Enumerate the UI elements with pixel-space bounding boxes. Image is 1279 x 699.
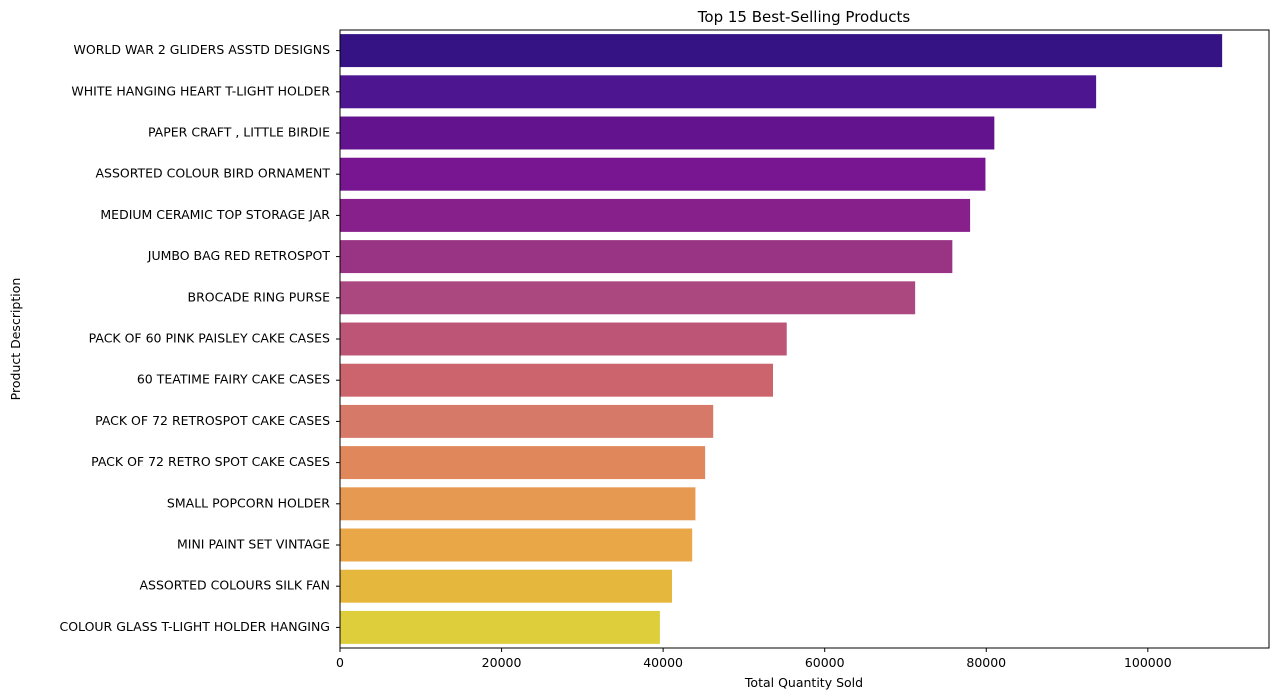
y-tick-label: COLOUR GLASS T-LIGHT HOLDER HANGING xyxy=(59,619,330,634)
y-tick-label: SMALL POPCORN HOLDER xyxy=(167,495,330,510)
bar xyxy=(340,446,706,480)
y-tick-label: BROCADE RING PURSE xyxy=(188,289,331,304)
bar xyxy=(340,240,953,274)
y-tick-label: WORLD WAR 2 GLIDERS ASSTD DESIGNS xyxy=(74,42,331,57)
y-tick-label: PAPER CRAFT , LITTLE BIRDIE xyxy=(148,125,330,140)
x-tick-label: 0 xyxy=(336,655,344,670)
axes-frame xyxy=(339,29,1270,649)
bar xyxy=(340,569,673,603)
y-tick-label: MEDIUM CERAMIC TOP STORAGE JAR xyxy=(100,207,330,222)
bar xyxy=(340,34,1223,68)
y-tick-label: PACK OF 60 PINK PAISLEY CAKE CASES xyxy=(89,331,330,346)
y-axis-title: Product Description xyxy=(8,278,23,401)
bar xyxy=(340,487,696,521)
y-tick-label: WHITE HANGING HEART T-LIGHT HOLDER xyxy=(71,83,330,98)
bar xyxy=(340,116,995,150)
bar xyxy=(340,404,714,438)
plot-frame xyxy=(339,29,1270,649)
x-tick-label: 80000 xyxy=(966,655,1006,670)
y-tick-labels: WORLD WAR 2 GLIDERS ASSTD DESIGNS WHITE H… xyxy=(59,42,340,634)
y-tick-label: JUMBO BAG RED RETROSPOT xyxy=(147,248,331,263)
y-tick-label: PACK OF 72 RETROSPOT CAKE CASES xyxy=(95,413,330,428)
bar xyxy=(340,610,660,644)
y-tick-label: 60 TEATIME FAIRY CAKE CASES xyxy=(137,372,330,387)
bar xyxy=(340,75,1097,109)
bar xyxy=(340,198,971,232)
bar xyxy=(340,157,986,191)
y-tick-label: MINI PAINT SET VINTAGE xyxy=(177,537,330,552)
y-tick-label: ASSORTED COLOURS SILK FAN xyxy=(139,578,330,593)
x-tick-label: 40000 xyxy=(643,655,683,670)
x-axis-ticks: 0 20000 40000 60000 80000 100000 xyxy=(336,648,1172,670)
bar xyxy=(340,363,773,397)
x-tick-label: 60000 xyxy=(805,655,845,670)
x-tick-label: 20000 xyxy=(482,655,522,670)
bar xyxy=(340,528,693,562)
chart-title: Top 15 Best-Selling Products xyxy=(697,8,911,26)
x-tick-label: 100000 xyxy=(1124,655,1172,670)
y-tick-label: ASSORTED COLOUR BIRD ORNAMENT xyxy=(95,166,330,181)
bar xyxy=(340,322,787,356)
y-tick-label: PACK OF 72 RETRO SPOT CAKE CASES xyxy=(91,454,330,469)
bar xyxy=(340,281,916,315)
x-axis-title: Total Quantity Sold xyxy=(744,675,863,690)
bars-group xyxy=(340,34,1223,644)
